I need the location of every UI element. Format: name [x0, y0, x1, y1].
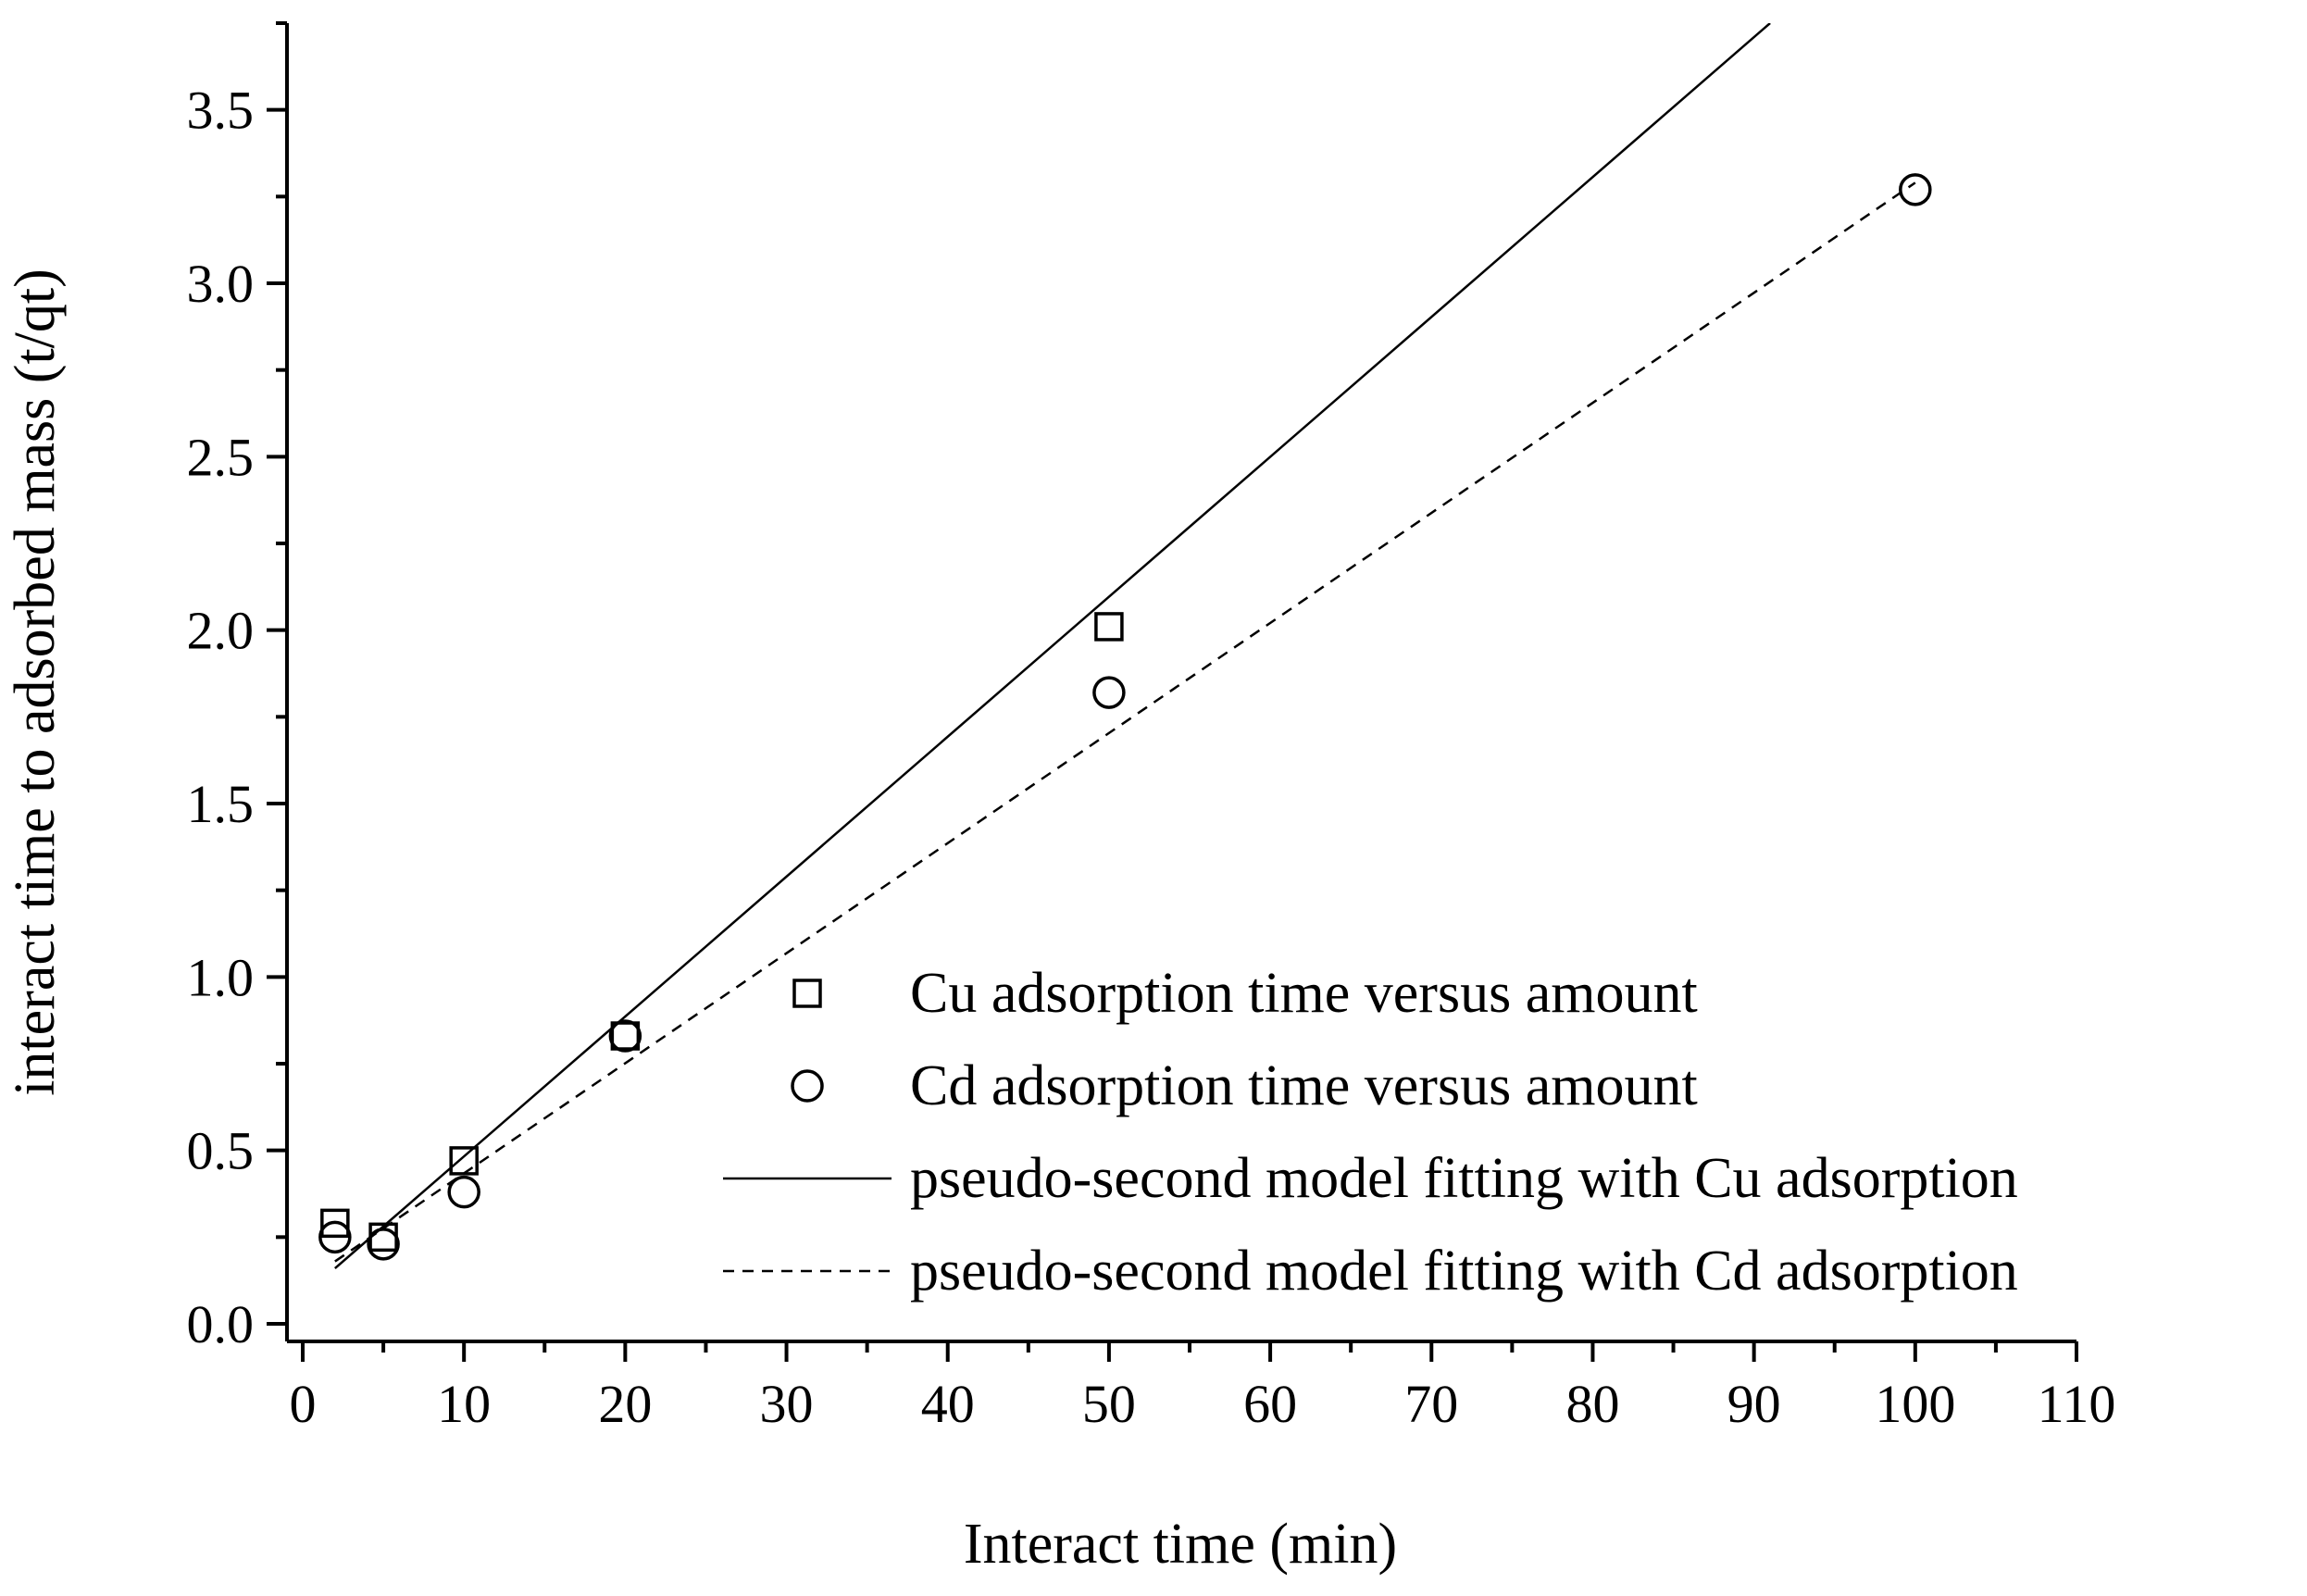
x-tick-label: 0 [290, 1374, 317, 1434]
y-tick-label: 0.0 [187, 1294, 255, 1354]
cu-data-point [320, 1208, 350, 1239]
y-axis-title: interact time to adsorbed mass (t/qt) [4, 268, 67, 1096]
cd-data-point [1092, 676, 1126, 709]
plot-area [318, 23, 1932, 1269]
y-tick-label: 0.5 [187, 1121, 255, 1181]
series-3 [334, 181, 1916, 1263]
cu-data-point [1094, 612, 1124, 642]
y-tick-label: 3.5 [187, 81, 255, 141]
x-tick-label: 100 [1875, 1374, 1955, 1434]
series-2 [334, 23, 1771, 1269]
x-tick-label: 90 [1727, 1374, 1781, 1434]
cd-data-point [608, 1019, 642, 1053]
legend-item: pseudo-second model fitting with Cd adso… [723, 1240, 2018, 1303]
x-tick-label: 60 [1243, 1374, 1297, 1434]
y-tick-label: 2.5 [187, 427, 255, 487]
cd-data-point [367, 1228, 400, 1261]
x-tick-label: 30 [760, 1374, 814, 1434]
y-tick-label: 1.5 [187, 774, 255, 834]
legend-label: pseudo-second model fitting with Cd adso… [910, 1240, 2018, 1303]
x-tick-label: 70 [1404, 1374, 1458, 1434]
cu-fit-line [334, 23, 1771, 1269]
y-tick-label: 1.0 [187, 947, 255, 1007]
cd-data-point [447, 1175, 480, 1209]
x-axis-title: Interact time (min) [964, 1513, 1397, 1576]
x-tick-label: 10 [437, 1374, 491, 1434]
x-tick-label: 80 [1565, 1374, 1619, 1434]
legend: Cu adsorption time versus amount Cd adsor… [723, 962, 2018, 1303]
x-tick-label: 50 [1082, 1374, 1136, 1434]
series-1 [318, 173, 1932, 1261]
legend-item: pseudo-second model fitting with Cu adso… [723, 1147, 2018, 1210]
legend-label: Cu adsorption time versus amount [910, 962, 1698, 1025]
x-tick-label: 40 [921, 1374, 975, 1434]
legend-label: Cd adsorption time versus amount [910, 1054, 1698, 1117]
cd-data-point [1899, 173, 1932, 206]
legend-label: pseudo-second model fitting with Cu adso… [910, 1147, 2018, 1210]
x-tick-label: 20 [598, 1374, 652, 1434]
legend-square-marker [792, 979, 822, 1008]
cu-data-point [610, 1021, 641, 1051]
legend-circle-marker [791, 1069, 824, 1103]
cd-data-point [318, 1220, 352, 1254]
x-tick-label: 110 [2038, 1374, 2116, 1434]
legend-item: Cd adsorption time versus amount [791, 1054, 1698, 1117]
legend-item: Cu adsorption time versus amount [792, 962, 1698, 1025]
cd-fit-line [334, 181, 1916, 1263]
y-tick-label: 3.0 [187, 254, 255, 314]
cu-data-point [449, 1146, 479, 1176]
y-tick-label: 2.0 [187, 601, 255, 661]
axes: 0.0 0.5 1.0 1.5 2.0 2.5 3.0 3.5 0 10 20 30 40 50 60 70 8… [187, 21, 2116, 1434]
